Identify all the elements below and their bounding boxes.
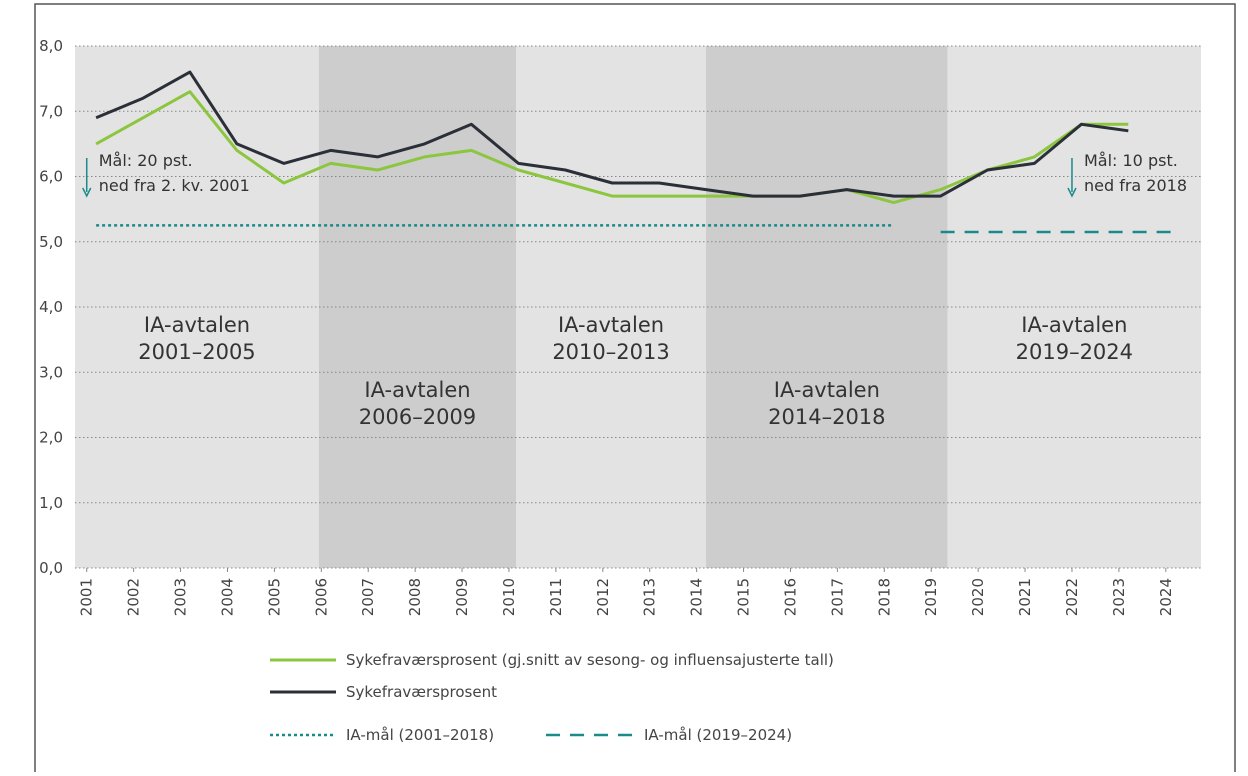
legend-label: IA-mål (2001–2018) <box>346 726 494 744</box>
period-band <box>947 46 1201 568</box>
x-tick-label: 2002 <box>125 578 143 616</box>
x-tick-label: 2003 <box>172 578 190 616</box>
period-label: 2010–2013 <box>552 340 669 364</box>
y-tick-label: 5,0 <box>39 233 63 251</box>
x-tick-label: 2019 <box>922 578 940 616</box>
x-tick-label: 2005 <box>265 578 283 616</box>
x-tick-label: 2015 <box>735 578 753 616</box>
period-label: IA-avtalen <box>558 313 664 337</box>
x-tick-label: 2007 <box>359 578 377 616</box>
x-tick-label: 2008 <box>406 578 424 616</box>
y-tick-label: 7,0 <box>39 102 63 120</box>
annotation-text: ned fra 2018 <box>1084 176 1187 195</box>
x-tick-label: 2024 <box>1157 578 1175 616</box>
period-label: IA-avtalen <box>774 378 880 402</box>
legend-label: Sykefraværsprosent <box>346 683 497 701</box>
y-tick-label: 8,0 <box>39 37 63 55</box>
x-tick-label: 2010 <box>500 578 518 616</box>
legend-label: IA-mål (2019–2024) <box>644 726 792 744</box>
frame <box>34 3 1236 776</box>
x-tick-label: 2018 <box>875 578 893 616</box>
y-tick-label: 1,0 <box>39 494 63 512</box>
x-tick-label: 2009 <box>453 578 471 616</box>
period-label: 2006–2009 <box>359 405 476 429</box>
y-tick-label: 0,0 <box>39 559 63 577</box>
legend-label: Sykefraværsprosent (gj.snitt av sesong- … <box>346 651 834 669</box>
annotation-arrowhead <box>1067 187 1077 198</box>
annotation-text: ned fra 2. kv. 2001 <box>99 176 250 195</box>
x-tick-label: 2004 <box>218 578 236 616</box>
x-tick-label: 2017 <box>828 578 846 616</box>
x-tick-label: 2012 <box>594 578 612 616</box>
period-label: 2001–2005 <box>138 340 255 364</box>
x-tick-label: 2023 <box>1110 578 1128 616</box>
annotation-text: Mål: 20 pst. <box>99 151 193 170</box>
x-tick-label: 2016 <box>781 578 799 616</box>
y-tick-label: 3,0 <box>39 363 63 381</box>
x-tick-label: 2021 <box>1016 578 1034 616</box>
y-tick-label: 6,0 <box>39 168 63 186</box>
period-label: IA-avtalen <box>144 313 250 337</box>
x-tick-label: 2006 <box>312 578 330 616</box>
period-label: 2019–2024 <box>1016 340 1133 364</box>
y-tick-label: 4,0 <box>39 298 63 316</box>
period-label: IA-avtalen <box>1021 313 1127 337</box>
x-tick-label: 2020 <box>969 578 987 616</box>
annotation-arrowhead <box>82 187 92 198</box>
annotation-text: Mål: 10 pst. <box>1084 151 1178 170</box>
series-line <box>95 90 1129 205</box>
period-band <box>318 46 517 568</box>
period-label: 2014–2018 <box>768 405 885 429</box>
x-tick-label: 2001 <box>78 578 96 616</box>
x-tick-label: 2011 <box>547 578 565 616</box>
y-tick-label: 2,0 <box>39 429 63 447</box>
period-label: IA-avtalen <box>364 378 470 402</box>
x-tick-label: 2022 <box>1063 578 1081 616</box>
series-line <box>95 70 1129 198</box>
x-tick-label: 2013 <box>641 578 659 616</box>
x-tick-label: 2014 <box>688 578 706 616</box>
